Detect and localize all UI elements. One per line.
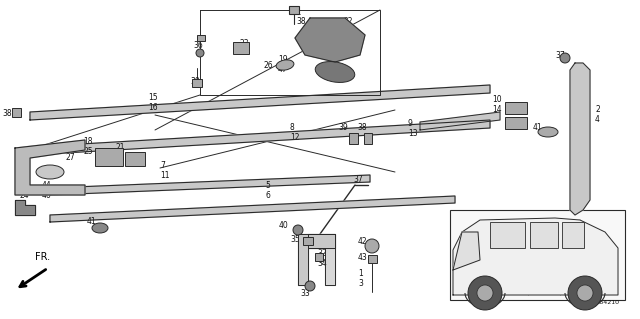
Text: 21: 21 <box>115 144 125 152</box>
Polygon shape <box>50 175 370 195</box>
Text: 4: 4 <box>595 115 600 124</box>
Polygon shape <box>50 196 455 222</box>
Circle shape <box>577 285 593 301</box>
Text: 33: 33 <box>300 288 310 298</box>
Text: 8: 8 <box>290 122 295 131</box>
Ellipse shape <box>92 223 108 233</box>
Circle shape <box>477 285 493 301</box>
Text: 39: 39 <box>338 123 348 132</box>
Circle shape <box>560 53 570 63</box>
Bar <box>490 222 525 248</box>
Bar <box>530 222 558 248</box>
Text: 29: 29 <box>343 27 353 36</box>
Polygon shape <box>295 18 365 62</box>
Text: 45: 45 <box>327 63 337 72</box>
Bar <box>289 6 299 14</box>
Text: 38: 38 <box>2 108 12 117</box>
Text: FR.: FR. <box>35 252 50 262</box>
Bar <box>562 222 584 248</box>
Polygon shape <box>15 140 85 195</box>
Text: 16: 16 <box>148 103 157 113</box>
Bar <box>12 108 21 117</box>
Polygon shape <box>30 85 490 120</box>
Text: 12: 12 <box>290 132 300 142</box>
Polygon shape <box>308 234 335 285</box>
Text: 32: 32 <box>317 249 326 257</box>
Bar <box>125 152 145 166</box>
Text: 25: 25 <box>83 146 93 155</box>
Circle shape <box>196 49 204 57</box>
Text: 46: 46 <box>42 190 52 199</box>
Text: 3: 3 <box>358 278 363 287</box>
Text: 26: 26 <box>263 61 273 70</box>
Text: 44: 44 <box>42 181 52 189</box>
Text: 41: 41 <box>87 218 97 226</box>
Text: 11: 11 <box>160 170 170 180</box>
Text: 22: 22 <box>343 18 353 26</box>
Bar <box>233 42 249 54</box>
Circle shape <box>293 225 303 235</box>
Polygon shape <box>453 232 480 270</box>
Text: 23: 23 <box>240 39 250 48</box>
Circle shape <box>305 281 315 291</box>
Text: 37: 37 <box>555 51 564 61</box>
Text: 41: 41 <box>533 123 543 132</box>
Circle shape <box>568 276 602 310</box>
Ellipse shape <box>316 62 355 82</box>
Polygon shape <box>453 218 618 295</box>
Text: 38: 38 <box>357 123 367 132</box>
Text: 31: 31 <box>300 278 310 287</box>
Bar <box>349 133 358 144</box>
Text: 47: 47 <box>278 65 288 75</box>
Text: 40: 40 <box>279 220 289 229</box>
Bar <box>364 133 372 144</box>
Polygon shape <box>570 63 590 215</box>
Polygon shape <box>15 200 35 215</box>
Ellipse shape <box>36 165 64 179</box>
Text: 43: 43 <box>358 254 368 263</box>
Bar <box>315 253 323 261</box>
Text: 18: 18 <box>83 137 93 145</box>
Ellipse shape <box>538 127 558 137</box>
Text: 17: 17 <box>20 181 29 189</box>
Circle shape <box>365 239 379 253</box>
Text: 42: 42 <box>358 238 367 247</box>
Bar <box>450 210 625 300</box>
Text: 14: 14 <box>492 105 502 114</box>
Ellipse shape <box>276 60 294 70</box>
Bar <box>95 148 123 166</box>
Bar <box>505 102 527 114</box>
Text: 6: 6 <box>265 190 270 199</box>
Text: 1: 1 <box>358 269 363 278</box>
Text: 38: 38 <box>296 18 306 26</box>
Text: 34: 34 <box>317 258 327 268</box>
Polygon shape <box>298 234 335 285</box>
Text: 7: 7 <box>160 160 165 169</box>
Text: 10: 10 <box>492 94 502 103</box>
Text: 28: 28 <box>115 153 125 162</box>
Text: 20: 20 <box>65 144 75 152</box>
Text: 24: 24 <box>20 190 29 199</box>
Text: 19: 19 <box>278 56 287 64</box>
Text: 27: 27 <box>65 153 75 162</box>
Text: 37: 37 <box>353 175 363 184</box>
Text: 15: 15 <box>148 93 157 102</box>
Bar <box>303 237 313 245</box>
Text: S0X4-B4210: S0X4-B4210 <box>582 300 620 305</box>
Polygon shape <box>30 120 490 155</box>
Text: 13: 13 <box>408 129 418 137</box>
Text: 9: 9 <box>408 118 413 128</box>
Text: 30: 30 <box>190 78 200 86</box>
Polygon shape <box>420 112 500 130</box>
Bar <box>505 117 527 129</box>
Text: 35: 35 <box>290 235 300 244</box>
Text: 2: 2 <box>595 106 600 115</box>
Bar <box>197 35 205 41</box>
Bar <box>368 255 377 263</box>
Text: 36: 36 <box>193 41 203 50</box>
Circle shape <box>468 276 502 310</box>
Text: 5: 5 <box>265 181 270 189</box>
Bar <box>192 79 202 87</box>
